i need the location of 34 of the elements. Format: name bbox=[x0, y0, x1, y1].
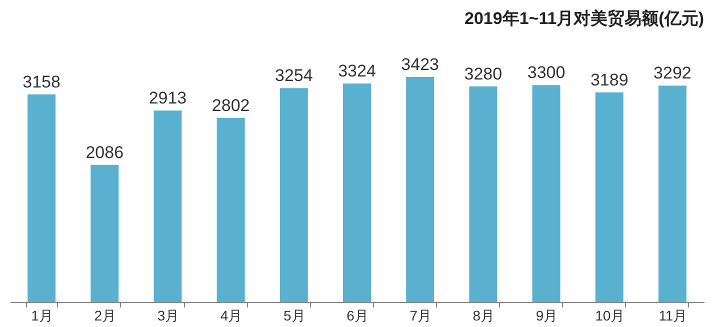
x-tick-label: 8月 bbox=[472, 308, 495, 324]
bar bbox=[28, 94, 56, 302]
bar bbox=[532, 85, 560, 302]
bar bbox=[658, 86, 686, 302]
x-tick-label: 10月 bbox=[595, 308, 625, 324]
x-tick-label: 2月 bbox=[94, 308, 116, 324]
x-tick-label: 9月 bbox=[536, 308, 558, 324]
bar bbox=[343, 84, 371, 302]
data-label: 2086 bbox=[86, 142, 124, 162]
bar bbox=[280, 88, 308, 302]
data-label: 3324 bbox=[338, 62, 376, 81]
data-label: 2802 bbox=[212, 96, 250, 115]
bar bbox=[595, 92, 624, 302]
data-label: 2913 bbox=[148, 88, 187, 108]
x-tick-label: 5月 bbox=[284, 308, 306, 324]
x-tick-label: 11月 bbox=[658, 308, 688, 324]
data-label: 3423 bbox=[401, 55, 440, 74]
x-tick-label: 3月 bbox=[157, 308, 180, 324]
x-tick-label: 7月 bbox=[410, 308, 432, 324]
data-label: 3254 bbox=[274, 66, 313, 86]
data-label: 3292 bbox=[654, 64, 692, 83]
bar bbox=[90, 164, 119, 302]
bar bbox=[216, 118, 245, 302]
data-label: 3158 bbox=[22, 72, 60, 92]
x-tick-label: 4月 bbox=[220, 308, 242, 324]
bar bbox=[406, 77, 434, 302]
x-tick-label: 6月 bbox=[346, 308, 368, 324]
chart-title: 2019年1~11月对美贸易额(亿元) bbox=[464, 9, 704, 28]
bar bbox=[469, 86, 498, 302]
x-tick-label: 1月 bbox=[31, 308, 53, 324]
data-label: 3300 bbox=[527, 63, 566, 82]
data-label: 3280 bbox=[464, 64, 502, 84]
data-label: 3189 bbox=[590, 70, 628, 90]
bar bbox=[154, 110, 182, 302]
